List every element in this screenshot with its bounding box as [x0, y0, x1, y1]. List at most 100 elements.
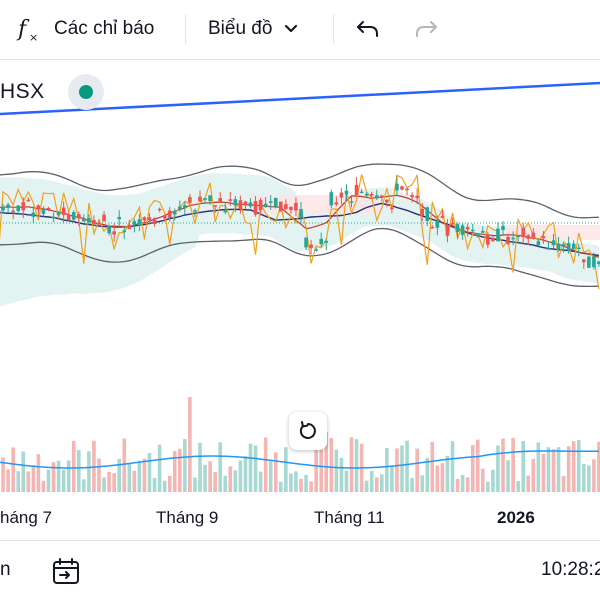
- price-chart[interactable]: [0, 60, 600, 540]
- candle-body: [400, 186, 404, 190]
- volume-bar: [541, 453, 546, 492]
- volume-bar: [279, 481, 283, 492]
- volume-bar: [61, 469, 66, 492]
- volume-bar: [152, 477, 157, 492]
- candle-body: [31, 212, 36, 217]
- volume-bar: [465, 477, 470, 492]
- volume-bar: [561, 475, 566, 492]
- calendar-goto-icon: [53, 558, 79, 584]
- volume-bar: [11, 447, 15, 492]
- volume-bar: [87, 451, 91, 492]
- volume-bar: [142, 458, 147, 492]
- reset-chart-button[interactable]: [289, 412, 327, 450]
- candle-body: [137, 219, 142, 226]
- undo-icon: [357, 21, 378, 37]
- candle-body: [268, 201, 273, 203]
- candle-body: [592, 256, 596, 268]
- date-range-label[interactable]: n: [0, 559, 11, 580]
- volume-bar: [46, 469, 51, 492]
- bollinger-upper-band: [0, 163, 599, 219]
- candle-body: [344, 190, 349, 195]
- volume-bar: [410, 477, 414, 492]
- candle-body: [61, 207, 66, 216]
- candle-body: [556, 243, 561, 250]
- volume-bar: [592, 459, 596, 492]
- chart-pane[interactable]: [0, 60, 600, 540]
- candle-body: [1, 206, 5, 211]
- svg-text:f: f: [16, 17, 30, 42]
- candle-body: [354, 184, 359, 196]
- candle-body: [284, 204, 288, 209]
- volume-bar: [157, 444, 162, 492]
- undo-button[interactable]: [354, 10, 382, 48]
- volume-bar: [228, 466, 233, 492]
- candle-body: [334, 202, 339, 205]
- candle-body: [465, 226, 470, 230]
- candle-body: [198, 196, 202, 202]
- time-label: 2026: [497, 508, 535, 527]
- candle-body: [56, 211, 61, 215]
- volume-bar: [587, 465, 591, 492]
- volume-bar: [218, 442, 222, 492]
- volume-bar: [304, 475, 308, 492]
- candle-body: [566, 243, 571, 251]
- volume-bar: [243, 456, 248, 492]
- redo-icon: [416, 21, 437, 37]
- go-to-date-button[interactable]: [46, 551, 86, 591]
- candle-body: [536, 241, 541, 246]
- volume-bar: [41, 480, 46, 492]
- candle-body: [71, 212, 76, 220]
- volume-bar: [16, 471, 20, 492]
- volume-bar: [531, 458, 536, 492]
- candle-body: [460, 225, 465, 235]
- candle-body: [319, 238, 323, 245]
- candle-body: [374, 195, 379, 199]
- time-axis[interactable]: háng 7 Tháng 9 Tháng 11 2026: [0, 500, 600, 536]
- candle-body: [258, 199, 263, 210]
- volume-bar: [364, 480, 369, 492]
- candle-body: [299, 209, 303, 219]
- volume-bar: [380, 474, 384, 492]
- volume-bar: [400, 445, 404, 492]
- volume-bar: [314, 432, 318, 492]
- candle-body: [597, 261, 600, 265]
- chart-type-label: Biểu đồ: [208, 18, 273, 39]
- candle-body: [430, 226, 435, 229]
- indicators-button[interactable]: f × Các chỉ báo: [14, 10, 154, 48]
- volume-bar: [491, 469, 495, 492]
- volume-bar: [369, 470, 374, 492]
- candle-body: [263, 203, 268, 208]
- time-label: Tháng 9: [156, 508, 219, 527]
- clock-label: 10:28:2: [541, 559, 600, 580]
- candle-body: [359, 191, 364, 194]
- volume-bar: [253, 445, 258, 492]
- volume-bar: [395, 448, 399, 492]
- candle-body: [349, 201, 354, 203]
- candle-body: [496, 228, 500, 242]
- volume-bar: [66, 460, 71, 492]
- candle-body: [470, 229, 475, 232]
- candle-body: [294, 202, 298, 211]
- bollinger-lower-band: [0, 227, 599, 288]
- volume-bar: [82, 479, 86, 492]
- volume-bar: [248, 443, 253, 492]
- redo-button[interactable]: [412, 10, 440, 48]
- candle-body: [561, 244, 566, 247]
- volume-bar: [546, 447, 551, 492]
- volume-bar: [132, 470, 137, 492]
- candle-body: [380, 195, 384, 197]
- volume-bar: [536, 442, 541, 492]
- candle-body: [582, 259, 586, 263]
- volume-bar: [294, 471, 298, 492]
- candle-body: [107, 225, 111, 234]
- volume-bar: [420, 475, 424, 492]
- symbol-legend[interactable]: HSX: [0, 72, 45, 112]
- volume-bar: [162, 480, 167, 492]
- chart-type-button[interactable]: Biểu đồ: [208, 10, 302, 48]
- candle-body: [273, 197, 278, 207]
- candle-body: [16, 205, 20, 212]
- candle-body: [516, 235, 520, 238]
- volume-bar: [147, 453, 152, 492]
- market-status-indicator[interactable]: [68, 74, 104, 110]
- volume-bar: [223, 475, 228, 492]
